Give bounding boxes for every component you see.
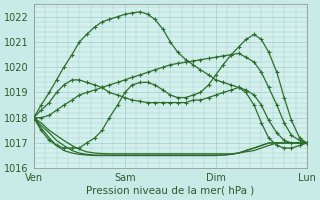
X-axis label: Pression niveau de la mer( hPa ): Pression niveau de la mer( hPa ) xyxy=(86,186,254,196)
